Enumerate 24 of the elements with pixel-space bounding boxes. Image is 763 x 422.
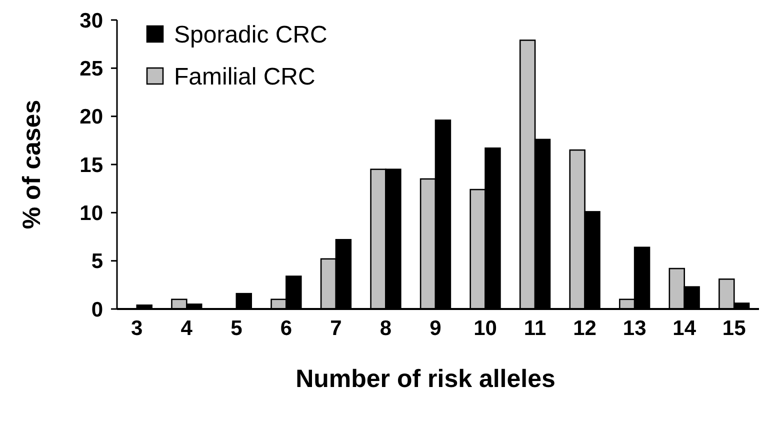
x-tick-label: 14 (672, 317, 696, 340)
y-tick-label: 15 (80, 154, 104, 177)
x-tick-label: 13 (622, 317, 646, 340)
legend-label: Familial CRC (174, 63, 316, 90)
y-tick-label: 5 (91, 250, 104, 274)
y-tick-label: 0 (91, 298, 103, 322)
y-tick-label: 25 (80, 58, 104, 81)
x-tick-label: 3 (131, 317, 143, 340)
x-tick-label: 15 (722, 317, 746, 340)
y-tick-label: 30 (80, 9, 103, 32)
y-tick-label: 20 (80, 106, 103, 129)
x-tick-label: 7 (330, 317, 342, 340)
x-tick-label: 5 (230, 317, 243, 340)
legend-label: Sporadic CRC (174, 21, 328, 48)
y-tick-label: 10 (80, 202, 103, 226)
x-tick-label: 12 (573, 317, 596, 340)
x-tick-label: 4 (180, 317, 193, 340)
x-tick-label: 10 (474, 317, 497, 340)
x-tick-label: 8 (380, 317, 392, 340)
x-tick-label: 6 (280, 317, 292, 340)
y-axis-title: % of cases (18, 100, 46, 230)
x-tick-label: 9 (430, 317, 442, 340)
x-tick-label: 11 (524, 317, 546, 340)
x-axis-title: Number of risk alleles (296, 365, 556, 393)
